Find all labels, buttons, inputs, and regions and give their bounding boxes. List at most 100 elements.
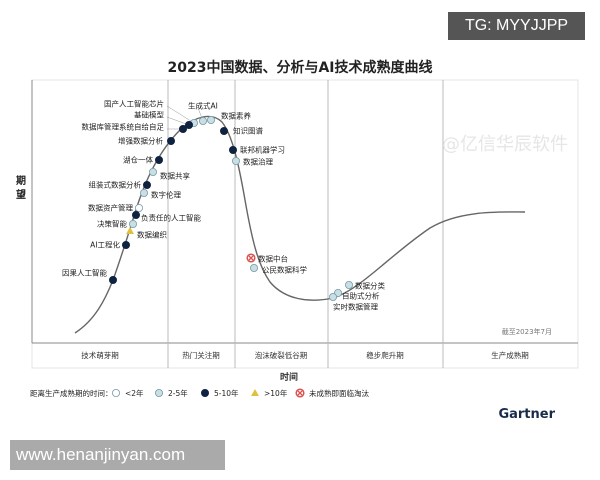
- technology-label: 公民数据科学: [262, 265, 307, 275]
- legend-item: 未成熟即面临淘汰: [295, 388, 369, 398]
- marker-light-icon: [249, 263, 258, 272]
- legend-prefix: 距离生产成熟期的时间：: [30, 388, 113, 398]
- phase-label: 生产成熟期: [491, 350, 529, 360]
- marker-triangle-icon: [126, 227, 134, 234]
- legend-item: 2-5年: [154, 388, 188, 398]
- marker-light-icon: [148, 167, 157, 176]
- marker-dark-icon: [122, 240, 131, 249]
- phase-label: 热门关注期: [182, 350, 220, 360]
- technology-label: 数据分类: [355, 281, 385, 291]
- marker-light-icon: [344, 280, 353, 289]
- technology-point[interactable]: 数据治理: [231, 156, 273, 167]
- as-of-date: 截至2023年7月: [502, 327, 552, 336]
- technology-point[interactable]: 实时数据管理: [328, 292, 378, 312]
- phase-label: 稳步爬升期: [366, 350, 404, 360]
- technology-label: 实时数据管理: [333, 302, 378, 312]
- technology-point[interactable]: 数字伦理: [139, 188, 181, 200]
- technology-point[interactable]: 湖仓一体: [123, 155, 163, 165]
- technology-point[interactable]: 数据中台: [246, 253, 288, 264]
- marker-obsolete-icon: [246, 253, 256, 263]
- technology-label: 自助式分析: [342, 291, 380, 301]
- technology-label: 决策智能: [97, 219, 127, 229]
- gartner-logo: Gartner: [498, 407, 555, 422]
- legend-obsolete-icon: [295, 388, 305, 398]
- diagram-title: 2023中国数据、分析与AI技术成熟度曲线: [167, 59, 432, 76]
- technology-label: 数据素养: [221, 111, 251, 121]
- marker-dark-icon: [184, 121, 193, 130]
- technology-point[interactable]: 数据资产管理: [88, 203, 143, 213]
- marker-dark-icon: [228, 145, 237, 154]
- technology-label: 国产人工智能芯片: [104, 99, 164, 109]
- marker-dark-icon: [178, 125, 187, 134]
- marker-light-icon: [139, 188, 148, 197]
- technology-label: 数字伦理: [151, 190, 181, 200]
- technology-point[interactable]: 数据共享: [148, 167, 190, 181]
- phase-label: 技术萌芽期: [81, 350, 119, 360]
- technology-point[interactable]: 负责任的人工智能: [131, 210, 201, 223]
- marker-light-icon: [198, 117, 207, 126]
- technology-point[interactable]: 联邦机器学习: [228, 145, 285, 155]
- technology-label: 基础模型: [134, 110, 164, 120]
- technology-point[interactable]: 知识图谱: [219, 126, 263, 136]
- technology-point[interactable]: 自助式分析: [333, 288, 380, 301]
- marker-dark-icon: [142, 180, 151, 189]
- marker-light-icon: [328, 292, 337, 301]
- y-label-2: 望: [16, 188, 26, 201]
- legend-label: 2-5年: [168, 388, 188, 398]
- legend-item: <2年: [112, 388, 144, 398]
- marker-dark-icon: [219, 127, 228, 136]
- technology-label: 数据编织: [137, 230, 167, 240]
- marker-dark-icon: [166, 136, 175, 145]
- legend-item: 5-10年: [200, 388, 239, 398]
- legend-item: >10年: [251, 388, 288, 398]
- legend-label: <2年: [125, 388, 144, 398]
- technology-label: 数据库管理系统自给自足: [82, 122, 165, 132]
- legend-triangle-icon: [251, 389, 259, 396]
- technology-label: 负责任的人工智能: [141, 213, 201, 223]
- technology-point[interactable]: 决策智能: [97, 219, 137, 229]
- marker-light-icon: [231, 156, 240, 165]
- marker-light-icon: [128, 219, 137, 228]
- marker-dark-icon: [109, 275, 118, 284]
- technology-label: 生成式AI: [188, 101, 218, 111]
- x-label: 时间: [280, 371, 298, 383]
- technology-point[interactable]: 公民数据科学: [249, 263, 307, 275]
- technology-point[interactable]: 增强数据分析: [118, 136, 175, 146]
- hype-curve: [74, 115, 526, 334]
- marker-white-icon: [134, 203, 143, 212]
- technology-point[interactable]: 数据库管理系统自给自足: [82, 122, 187, 134]
- legend-label: 未成熟即面临淘汰: [309, 388, 369, 398]
- technology-point[interactable]: 基础模型: [134, 110, 193, 130]
- marker-dark-icon: [131, 210, 140, 219]
- technology-label: 数据中台: [258, 254, 288, 264]
- phase-label: 泡沫破裂低谷期: [255, 350, 308, 360]
- technology-point[interactable]: 因果人工智能: [62, 268, 118, 284]
- technology-point[interactable]: 数据编织: [126, 227, 167, 240]
- technology-label: 组装式数据分析: [89, 180, 142, 190]
- technology-point[interactable]: 组装式数据分析: [89, 180, 151, 190]
- website-watermark: www.henanjinyan.com: [10, 440, 225, 470]
- source-watermark: @亿信华辰软件: [442, 134, 568, 155]
- technology-point[interactable]: 数据素养: [206, 111, 251, 125]
- y-label-1: 期: [16, 174, 26, 187]
- marker-dark-icon: [154, 155, 163, 164]
- technology-point[interactable]: 生成式AI: [188, 101, 218, 126]
- technology-label: AI工程化: [90, 240, 120, 250]
- technology-label: 数据共享: [160, 171, 190, 181]
- marker-light-icon: [206, 116, 215, 125]
- technology-label: 知识图谱: [233, 126, 263, 136]
- technology-label: 数据治理: [243, 157, 273, 167]
- legend-light-icon: [154, 388, 163, 397]
- legend-dark-icon: [200, 388, 209, 397]
- technology-point[interactable]: AI工程化: [90, 240, 131, 250]
- technology-label: 数据资产管理: [88, 203, 133, 213]
- tg-label: TG: MYYJJPP: [448, 12, 585, 40]
- technology-label: 因果人工智能: [62, 268, 107, 278]
- technology-label: 联邦机器学习: [240, 145, 285, 155]
- legend-label: 5-10年: [214, 388, 239, 398]
- technology-label: 湖仓一体: [123, 155, 153, 165]
- legend-white-icon: [112, 388, 121, 397]
- legend-label: >10年: [264, 388, 288, 398]
- technology-point[interactable]: 数据分类: [344, 280, 385, 291]
